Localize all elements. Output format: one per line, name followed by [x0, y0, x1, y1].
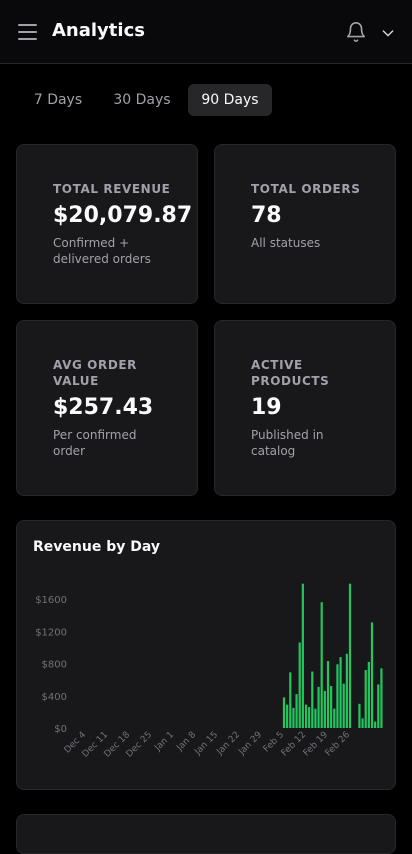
y-tick-label: $1600 — [35, 595, 67, 606]
revenue-bar[interactable] — [298, 642, 301, 728]
revenue-bar[interactable] — [370, 622, 374, 728]
x-tick-label: Jan 1 — [152, 730, 176, 754]
stat-label: TOTAL ORDERS — [251, 182, 361, 196]
stat-label: TOTAL REVENUE — [53, 182, 171, 196]
revenue-bar[interactable] — [292, 707, 295, 728]
revenue-bar[interactable] — [377, 684, 380, 728]
stat-label: ACTIVE PRODUCTS — [251, 358, 330, 388]
tab-7-days[interactable]: 7 Days — [33, 92, 83, 108]
stat-value: 78 — [251, 203, 282, 228]
revenue-bar[interactable] — [282, 697, 286, 728]
stat-value: 19 — [251, 395, 282, 420]
revenue-bar[interactable] — [336, 664, 339, 728]
revenue-bar[interactable] — [326, 661, 330, 728]
x-tick-label: Jan 15 — [192, 730, 220, 758]
revenue-bar[interactable] — [301, 583, 304, 728]
x-tick-label: Jan 29 — [236, 730, 264, 758]
y-tick-label: $800 — [42, 660, 67, 671]
stat-description: Confirmed + delivered orders — [53, 236, 151, 266]
chevron-down-icon[interactable] — [380, 25, 396, 41]
stat-card-avg-order-value: AVG ORDER VALUE $257.43 Per confirmed or… — [16, 320, 198, 496]
revenue-bar[interactable] — [348, 583, 352, 728]
revenue-bar[interactable] — [364, 669, 367, 728]
revenue-bar[interactable] — [317, 686, 320, 728]
y-tick-label: $1200 — [35, 627, 67, 638]
stat-value: $20,079.87 — [53, 203, 193, 228]
hamburger-menu-icon[interactable] — [18, 24, 37, 40]
bell-icon[interactable] — [345, 21, 367, 43]
revenue-bar[interactable] — [311, 671, 314, 728]
revenue-bar[interactable] — [342, 683, 345, 728]
stat-card-total-orders: TOTAL ORDERS 78 All statuses — [214, 144, 396, 304]
stat-description: All statuses — [251, 236, 321, 250]
revenue-bar[interactable] — [330, 686, 333, 728]
x-tick-label: Feb 26 — [324, 730, 353, 759]
revenue-bar[interactable] — [323, 690, 326, 728]
y-tick-label: $0 — [54, 724, 67, 735]
next-card — [16, 814, 396, 854]
stat-card-active-products: ACTIVE PRODUCTS 19 Published in catalog — [214, 320, 396, 496]
page-title: Analytics — [52, 20, 145, 41]
stat-value: $257.43 — [53, 395, 154, 420]
revenue-bar[interactable] — [320, 602, 323, 728]
revenue-bar[interactable] — [374, 721, 377, 728]
stat-description: Published in catalog — [251, 428, 324, 458]
revenue-bar[interactable] — [333, 708, 336, 728]
app-header: Analytics — [0, 0, 412, 64]
y-tick-label: $400 — [42, 692, 67, 703]
tab-30-days[interactable]: 30 Days — [113, 92, 171, 108]
x-tick-label: Jan 22 — [214, 730, 242, 758]
revenue-chart-card: Revenue by Day $0 $400 $800 $1200 $1600 Dec 4… — [16, 520, 396, 790]
revenue-bar[interactable] — [380, 668, 383, 728]
revenue-bar[interactable] — [345, 653, 348, 728]
chart-title: Revenue by Day — [33, 539, 160, 555]
stat-description: Per confirmed order — [53, 428, 137, 458]
revenue-bar[interactable] — [286, 704, 289, 728]
revenue-bar[interactable] — [367, 661, 370, 728]
revenue-bar[interactable] — [308, 707, 311, 728]
stat-card-total-revenue: TOTAL REVENUE $20,079.87 Confirmed + del… — [16, 144, 198, 304]
revenue-bar[interactable] — [295, 694, 298, 728]
revenue-bar[interactable] — [289, 672, 292, 728]
revenue-bar[interactable] — [361, 718, 364, 728]
revenue-bar[interactable] — [358, 703, 361, 728]
stat-label: AVG ORDER VALUE — [53, 358, 138, 388]
revenue-bar[interactable] — [339, 657, 342, 728]
revenue-bar[interactable] — [314, 708, 317, 728]
revenue-bar[interactable] — [304, 704, 308, 728]
tab-90-days[interactable]: 90 Days — [188, 84, 272, 116]
